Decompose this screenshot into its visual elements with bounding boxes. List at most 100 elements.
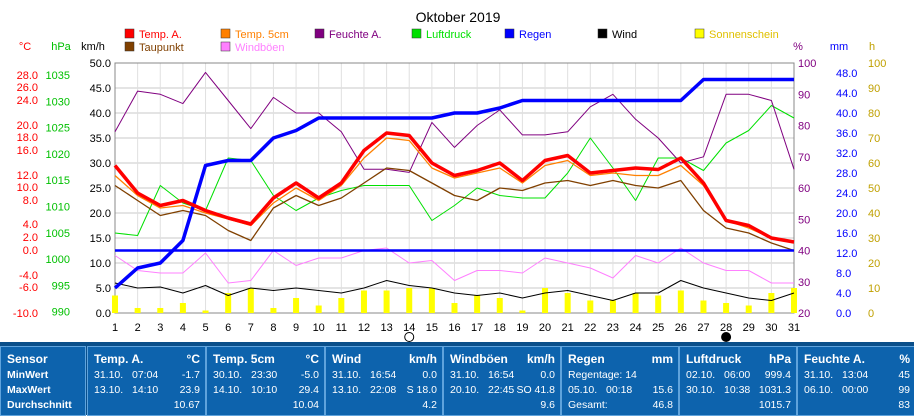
tick-sun: 10 <box>868 283 880 295</box>
x-tick-label: 25 <box>652 322 664 334</box>
stats-cell: 06:00 <box>724 369 751 381</box>
series-taupunkt <box>114 167 795 252</box>
axis-title-sun: h <box>869 41 875 53</box>
series-windb-en <box>114 247 794 284</box>
stats-cell: 31.10. <box>804 369 834 381</box>
moon-new-icon <box>721 332 732 342</box>
stats-panel: Windböen km/h 31.10. 16:54 0.0 20.10. 22:45 SO … <box>443 346 561 416</box>
tick-rain: 20.0 <box>836 208 857 220</box>
sun-bar <box>700 300 707 313</box>
stats-row: 9.6 <box>450 399 555 413</box>
stats-row-label: Durchschnitt <box>7 399 72 411</box>
stats-row: 06.10. 00:00 99 <box>804 384 910 398</box>
stats-cell: 20.10. <box>450 384 480 396</box>
tick-sun: 80 <box>868 108 880 120</box>
x-tick-label: 22 <box>584 322 596 334</box>
stats-panel: Temp. 5cm °C 30.10. 23:30 -5.0 14.10. 10:10 29.… <box>206 346 325 416</box>
x-tick-label: 27 <box>697 322 709 334</box>
sun-bar <box>519 310 526 313</box>
tick-pressure: 990 <box>52 307 70 319</box>
x-tick-label: 3 <box>157 322 163 334</box>
legend-swatch <box>314 28 325 39</box>
stats-cell: 30.10. <box>213 369 243 381</box>
tick-wind: 10.0 <box>90 258 111 270</box>
tick-rain: 16.0 <box>836 228 857 240</box>
stats-cell: 06.10. <box>804 384 834 396</box>
tick-wind: 50.0 <box>90 58 111 70</box>
legend-swatch <box>220 28 231 39</box>
stats-cell: 99 <box>898 384 910 396</box>
tick-sun: 40 <box>868 208 880 220</box>
stats-cell: 31.10. <box>332 369 362 381</box>
legend: Temp. A. Temp. 5cm Feuchte A. Luftdruck Rege… <box>124 28 779 54</box>
stats-row-label: MinWert <box>7 369 49 381</box>
x-tick-label: 20 <box>539 322 551 334</box>
stats-row: 1015.7 <box>686 399 791 413</box>
series-wind <box>114 280 795 301</box>
stats-cell: 83 <box>898 399 910 411</box>
stats-unit: hPa <box>768 352 791 366</box>
stats-row: 31.10. 07:04 -1.7 <box>94 369 200 383</box>
stats-cell: S 18.0 <box>406 384 437 396</box>
stats-cell: 16:54 <box>370 369 397 381</box>
sun-bar <box>609 300 616 313</box>
weather-chart: Oktober 2019 Temp. A. Temp. 5cm Feuchte A.… <box>13 9 886 342</box>
stats-title: Temp. A. <box>94 352 144 366</box>
stats-cell: 23.9 <box>179 384 200 396</box>
stats-row: 20.10. 22:45 SO 41.8 <box>450 384 555 398</box>
stats-panel: Wind km/h 31.10. 16:54 0.0 13.10. 22:08 S 18.0 4… <box>325 346 443 416</box>
axis-title-humidity: % <box>793 41 803 53</box>
tick-pressure: 1030 <box>46 96 70 108</box>
sun-bar <box>451 303 458 313</box>
legend-label: Temp. 5cm <box>235 29 289 41</box>
tick-wind: 5.0 <box>96 283 111 295</box>
stats-title: Wind <box>332 352 362 366</box>
sun-bar <box>225 293 232 313</box>
stats-cell: 46.8 <box>652 399 673 411</box>
series-regen <box>113 77 794 290</box>
tick-humidity: 50 <box>798 214 810 226</box>
legend-label: Sonnenschein <box>709 29 779 41</box>
axis-title-pressure: hPa <box>51 41 71 53</box>
tick-humidity: 90 <box>798 89 810 101</box>
tick-humidity: 80 <box>798 121 810 133</box>
stats-cell: -1.7 <box>181 369 200 381</box>
sun-bar <box>474 295 481 313</box>
x-tick-label: 5 <box>202 322 208 334</box>
legend-swatch <box>411 28 422 39</box>
stats-title: Luftdruck <box>686 352 742 366</box>
legend-label: Temp. A. <box>139 29 182 41</box>
tick-wind: 45.0 <box>90 83 111 95</box>
stats-cell: 30.10. <box>686 384 716 396</box>
x-tick-label: 17 <box>471 322 483 334</box>
tick-wind: 25.0 <box>90 183 111 195</box>
sun-bar <box>179 303 186 313</box>
stats-unit: mm <box>651 352 673 366</box>
tick-pressure: 1005 <box>46 228 70 240</box>
stats-unit: km/h <box>526 352 555 366</box>
tick-humidity: 30 <box>798 277 810 289</box>
series-feuchte-a- <box>114 71 795 173</box>
stats-row: 4.2 <box>332 399 437 413</box>
x-tick-label: 14 <box>403 322 415 334</box>
sun-bar <box>157 308 164 313</box>
stats-cell: Regentage: 14 <box>568 369 637 381</box>
tick-temp: -4.0 <box>19 270 38 282</box>
tick-rain: 4.0 <box>836 288 851 300</box>
sun-bar <box>270 308 277 313</box>
stats-cell: 00:00 <box>842 384 869 396</box>
legend-label: Windböen <box>235 42 285 54</box>
stats-cell: 4.2 <box>422 399 437 411</box>
sun-bar <box>542 288 549 313</box>
stats-row: 02.10. 06:00 999.4 <box>686 369 791 383</box>
stats-row: 05.10. 00:18 15.6 <box>568 384 673 398</box>
sun-bar <box>632 293 639 313</box>
stats-row: 83 <box>804 399 910 413</box>
tick-rain: 0.0 <box>836 308 851 320</box>
x-tick-label: 1 <box>112 322 118 334</box>
stats-cell: 02.10. <box>686 369 716 381</box>
stats-unit: km/h <box>408 352 437 366</box>
tick-temp: 28.0 <box>17 70 38 82</box>
x-tick-label: 12 <box>358 322 370 334</box>
stats-title: Sensor <box>7 352 48 366</box>
